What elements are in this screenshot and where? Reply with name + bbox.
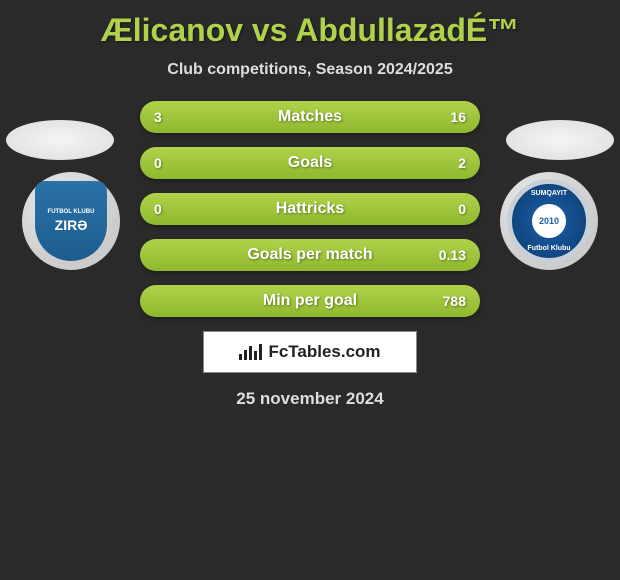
stat-right-value: 788	[443, 293, 466, 309]
stat-left-value: 0	[154, 155, 162, 171]
stat-right-value: 0.13	[439, 247, 466, 263]
stats-container: 3 Matches 16 0 Goals 2 0 Hattricks 0 Goa…	[140, 101, 480, 317]
comparison-date: 25 november 2024	[0, 389, 620, 409]
club-left-toptext: FUTBOL KLUBU	[48, 209, 95, 215]
club-left-name: ZIRƏ	[55, 217, 88, 233]
club-badge-right: SUMQAYIT Futbol Klubu	[500, 172, 598, 270]
stat-row-mpg: Min per goal 788	[140, 285, 480, 317]
club-shield-right: SUMQAYIT Futbol Klubu	[507, 179, 591, 263]
brand-box[interactable]: FcTables.com	[203, 331, 417, 373]
stat-left-value: 3	[154, 109, 162, 125]
brand-label: FcTables.com	[268, 342, 380, 362]
stat-row-matches: 3 Matches 16	[140, 101, 480, 133]
club-right-bottext: Futbol Klubu	[527, 245, 570, 252]
comparison-title: Ælicanov vs AbdullazadÉ™	[0, 0, 620, 49]
stat-label: Hattricks	[276, 200, 344, 218]
player-photo-left	[6, 120, 114, 160]
stat-row-gpm: Goals per match 0.13	[140, 239, 480, 271]
comparison-subtitle: Club competitions, Season 2024/2025	[0, 61, 620, 79]
club-right-name: SUMQAYIT	[531, 190, 567, 197]
stat-label: Goals per match	[247, 246, 372, 264]
player-photo-right	[506, 120, 614, 160]
club-shield-left: FUTBOL KLUBU ZIRƏ	[35, 181, 107, 261]
stat-right-value: 16	[450, 109, 466, 125]
stat-right-value: 2	[458, 155, 466, 171]
stat-right-value: 0	[458, 201, 466, 217]
bars-chart-icon	[239, 344, 262, 360]
stat-label: Goals	[288, 154, 332, 172]
stat-row-hattricks: 0 Hattricks 0	[140, 193, 480, 225]
stat-label: Min per goal	[263, 292, 357, 310]
club-badge-left: FUTBOL KLUBU ZIRƏ	[22, 172, 120, 270]
stat-left-value: 0	[154, 201, 162, 217]
stat-row-goals: 0 Goals 2	[140, 147, 480, 179]
stat-label: Matches	[278, 108, 342, 126]
